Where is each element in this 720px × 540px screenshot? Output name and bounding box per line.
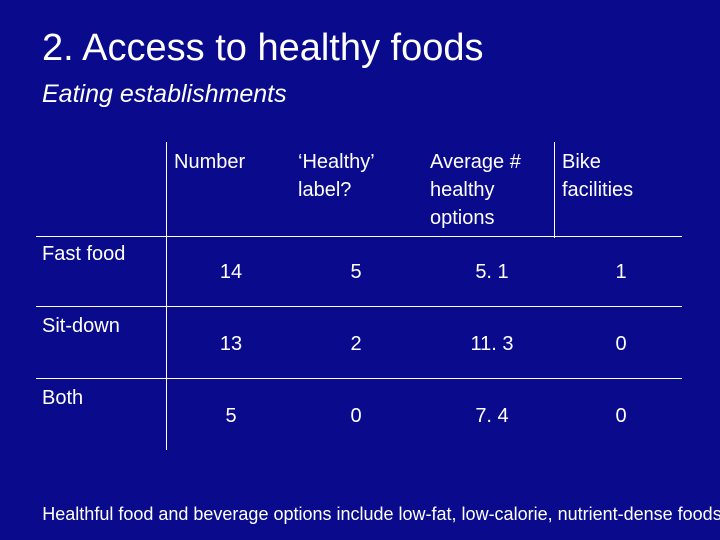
cell-both-number: 5 xyxy=(225,405,237,427)
column-header-healthy-label: ‘Healthy’ label? xyxy=(298,148,375,204)
cell-fast-food-number: 14 xyxy=(219,261,243,283)
row-label-both: Both xyxy=(42,387,84,409)
column-header-healthy-label-line-1: ‘Healthy’ xyxy=(298,151,375,173)
cell-fast-food-average-options: 5. 1 xyxy=(475,261,509,283)
table-divider-horizontal-2 xyxy=(36,306,682,307)
column-header-average-options-line-1: Average # xyxy=(430,151,521,173)
column-header-number-text: Number xyxy=(174,151,246,173)
column-header-number: Number xyxy=(174,148,245,176)
column-header-average-options: Average # healthy options xyxy=(430,148,521,232)
table-divider-vertical-2 xyxy=(554,142,555,238)
cell-both-healthy-label: 0 xyxy=(350,405,362,427)
table-divider-horizontal-3 xyxy=(36,378,682,379)
cell-both-bike-facilities: 0 xyxy=(615,405,627,427)
cell-fast-food-healthy-label: 5 xyxy=(350,261,362,283)
table-divider-vertical-1 xyxy=(166,142,167,450)
table-divider-horizontal-1 xyxy=(36,236,682,237)
column-header-bike-facilities: Bike facilities xyxy=(562,148,633,204)
cell-both-average-options: 7. 4 xyxy=(475,405,509,427)
row-label-fast-food: Fast food xyxy=(42,243,126,265)
cell-sit-down-number: 13 xyxy=(219,333,243,355)
cell-sit-down-average-options: 11. 3 xyxy=(470,333,514,355)
footnote: Healthful food and beverage options incl… xyxy=(42,504,720,524)
column-header-bike-facilities-line-2: facilities xyxy=(562,179,634,201)
column-header-bike-facilities-line-1: Bike xyxy=(562,151,601,173)
cell-sit-down-bike-facilities: 0 xyxy=(615,333,627,355)
row-label-sit-down: Sit-down xyxy=(42,315,120,337)
cell-sit-down-healthy-label: 2 xyxy=(350,333,362,355)
slide-subtitle: Eating establishments xyxy=(42,80,287,108)
column-header-average-options-line-3: options xyxy=(430,207,495,229)
column-header-healthy-label-line-2: label? xyxy=(298,179,352,201)
cell-fast-food-bike-facilities: 1 xyxy=(615,261,627,283)
slide-title: 2. Access to healthy foods xyxy=(42,27,484,69)
column-header-average-options-line-2: healthy xyxy=(430,179,495,201)
eating-establishments-table: Number ‘Healthy’ label? Average # health… xyxy=(36,142,684,452)
